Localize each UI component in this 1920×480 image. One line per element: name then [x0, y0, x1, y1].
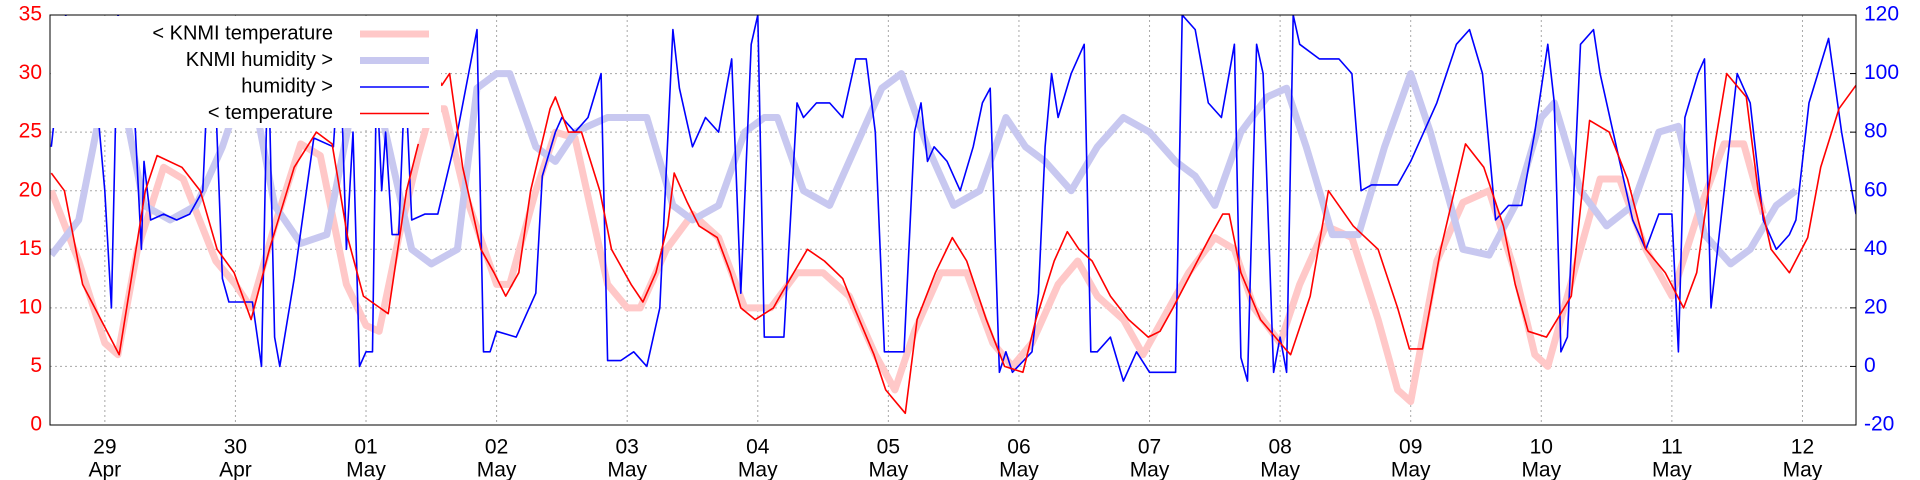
x-tick-label: 08	[1268, 436, 1291, 459]
y2-tick-label: 80	[1864, 120, 1887, 143]
y-tick-label: 0	[30, 413, 42, 436]
x-tick-month: Apr	[89, 459, 122, 480]
y-tick-label: 25	[19, 120, 42, 143]
y2-tick-label: 120	[1864, 3, 1899, 26]
y2-tick-label: 100	[1864, 61, 1899, 84]
x-tick-label: 03	[616, 436, 639, 459]
x-tick-month: Apr	[219, 459, 252, 480]
x-tick-label: 01	[354, 436, 377, 459]
series-line	[50, 70, 1798, 268]
x-tick-label: 06	[1007, 436, 1030, 459]
x-tick-month: May	[346, 459, 386, 480]
x-tick-label: 04	[746, 436, 770, 459]
x-tick-month: May	[738, 459, 778, 480]
x-tick-month: May	[1783, 459, 1823, 480]
legend-label: < KNMI temperature	[152, 22, 333, 44]
x-tick-month: May	[869, 459, 909, 480]
y2-tick-label: -20	[1864, 413, 1894, 436]
x-tick-label: 07	[1138, 436, 1161, 459]
x-tick-month: May	[1130, 459, 1170, 480]
y2-tick-label: 40	[1864, 237, 1887, 260]
y2-tick-label: 20	[1864, 295, 1887, 318]
x-tick-month: May	[1260, 459, 1300, 480]
y-tick-label: 35	[19, 3, 42, 26]
x-tick-label: 30	[224, 436, 247, 459]
legend-label: humidity >	[241, 75, 333, 97]
legend-label: < temperature	[208, 102, 333, 124]
legend-label: KNMI humidity >	[186, 49, 333, 71]
x-tick-month: May	[1652, 459, 1692, 480]
y-tick-label: 20	[19, 178, 42, 201]
legend: < KNMI temperature KNMI humidity > humidit…	[51, 16, 441, 128]
x-tick-month: May	[607, 459, 647, 480]
x-tick-month: May	[1521, 459, 1561, 480]
series-line	[50, 67, 1856, 415]
series-line	[50, 105, 1767, 406]
x-tick-month: May	[999, 459, 1039, 480]
x-tick-label: 11	[1661, 436, 1683, 459]
x-tick-month: May	[477, 459, 517, 480]
y2-tick-label: 60	[1864, 178, 1887, 201]
y-tick-label: 10	[19, 295, 42, 318]
y2-tick-label: 0	[1864, 354, 1876, 377]
axes: 05101520253035-2002040608010012029Apr30A…	[19, 3, 1899, 480]
x-tick-label: 09	[1399, 436, 1422, 459]
x-tick-month: May	[1391, 459, 1431, 480]
x-tick-label: 05	[877, 436, 900, 459]
x-tick-label: 29	[93, 436, 116, 459]
y-tick-label: 15	[19, 237, 42, 260]
plot-frame	[49, 14, 1857, 426]
y-tick-label: 5	[30, 354, 42, 377]
x-tick-label: 02	[485, 436, 508, 459]
x-tick-label: 10	[1530, 436, 1553, 459]
y-tick-label: 30	[19, 61, 42, 84]
x-tick-label: 12	[1791, 436, 1814, 459]
